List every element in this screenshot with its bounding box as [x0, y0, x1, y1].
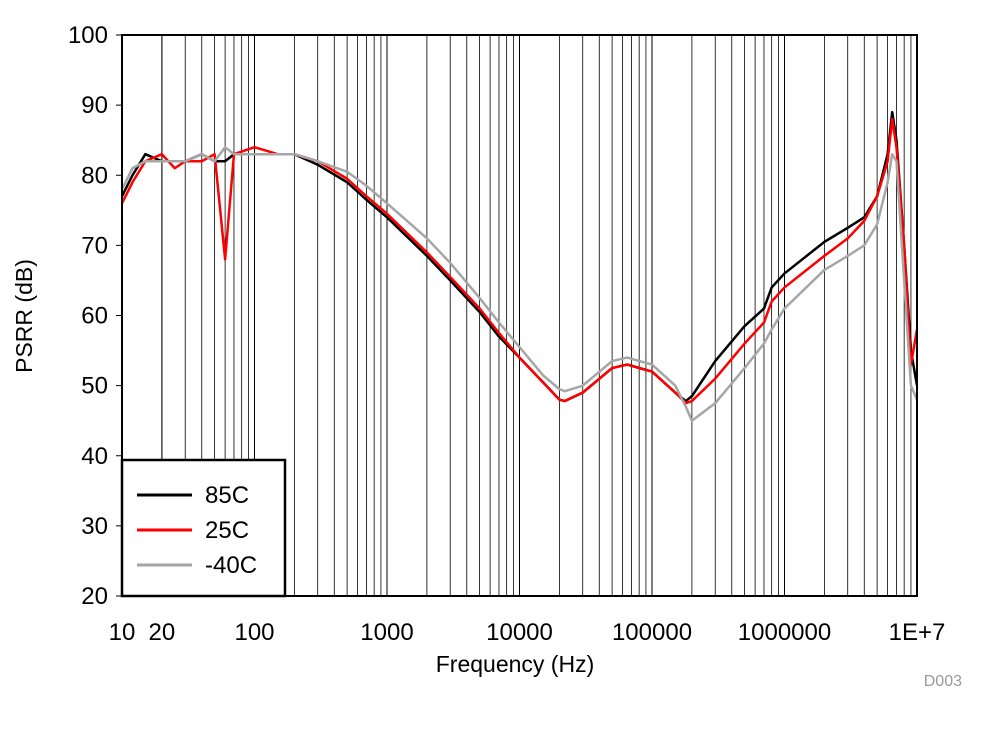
y-tick-label: 80 [81, 162, 108, 189]
y-tick-label: 50 [81, 373, 108, 400]
series-line [120, 145, 919, 422]
x-tick-label: 1000000 [738, 619, 831, 646]
x-tick-label: 10000 [486, 619, 553, 646]
x-tick-label: 100 [234, 619, 274, 646]
x-tick-label: 20 [149, 619, 176, 646]
x-tick-label: 100000 [612, 619, 692, 646]
x-tick-label: 1E+7 [889, 619, 946, 646]
x-tick-label: 1000 [360, 619, 413, 646]
x-tick-label: 10 [109, 619, 136, 646]
annotation: D003 [924, 673, 962, 690]
y-tick-label: 20 [81, 583, 108, 610]
legend-label: -40C [205, 552, 257, 579]
y-tick-label: 60 [81, 303, 108, 330]
plot-frame [121, 34, 918, 597]
y-tick-label: 40 [81, 443, 108, 470]
y-tick-label: 30 [81, 513, 108, 540]
y-tick-label: 90 [81, 92, 108, 119]
x-axis-label: Frequency (Hz) [436, 651, 594, 677]
legend-label: 25C [205, 517, 249, 544]
y-tick-label: 70 [81, 232, 108, 259]
legend-box [120, 458, 287, 598]
y-tick-label: 100 [68, 22, 108, 49]
series-line [120, 117, 919, 405]
y-axis-label: PSRR (dB) [11, 259, 37, 373]
legend-label: 85C [205, 482, 249, 509]
